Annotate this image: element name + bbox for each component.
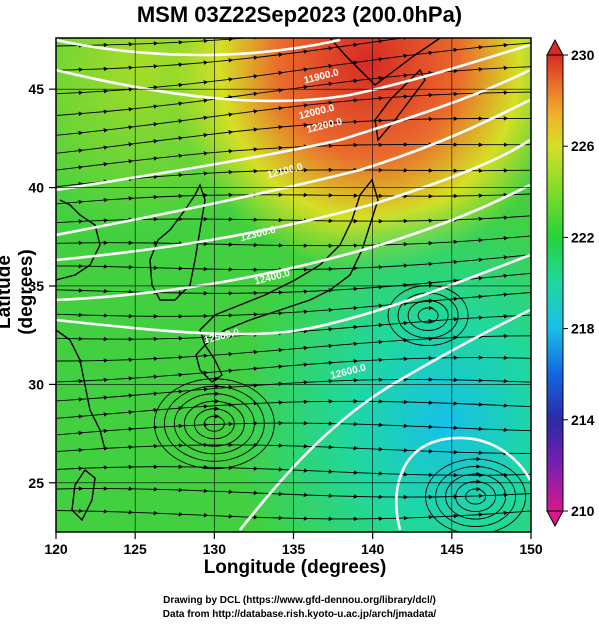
colorbar-bar — [546, 54, 564, 512]
korea-coast — [149, 183, 206, 301]
china-coast — [56, 199, 106, 451]
coastlines — [56, 38, 441, 522]
contour-12400 — [56, 183, 531, 302]
colorbar-tick-label: 222 — [571, 229, 595, 245]
map-field: 11900.012000.012100.012200.012300.012400… — [56, 38, 531, 532]
japan-hokkaido-coast — [374, 68, 426, 142]
y-tick-label: 40 — [28, 180, 44, 196]
kyushu-coast — [195, 343, 223, 383]
x-tick-label: 135 — [282, 541, 306, 557]
colorbar-ticks: 230 226 222 218 214 210 — [563, 47, 595, 519]
x-tick-label: 145 — [440, 541, 464, 557]
x-tick-label: 140 — [361, 541, 385, 557]
x-tick-label: 125 — [123, 541, 147, 557]
grid-lines — [56, 38, 531, 532]
contour-12300 — [56, 138, 531, 262]
contour-12200 — [56, 98, 531, 237]
colorbar: 230 226 222 218 214 210 — [546, 38, 595, 528]
japan-honshu-coast — [199, 178, 379, 347]
credit-line-1: Drawing by DCL (https://www.gfd-dennou.o… — [163, 595, 436, 606]
contour-12600-south — [395, 436, 531, 531]
colorbar-tick-label: 214 — [571, 412, 595, 428]
contour-12600 — [238, 308, 531, 531]
x-tick-label: 130 — [203, 541, 227, 557]
russia-coast — [329, 38, 441, 86]
contour-11900 — [56, 38, 341, 57]
x-tick-label: 120 — [44, 541, 68, 557]
colorbar-tick-label: 218 — [571, 321, 595, 337]
contour-12000 — [56, 43, 531, 103]
x-axis-ticks: 120 125 130 135 140 145 150 — [44, 532, 543, 557]
colorbar-tick-label: 230 — [571, 47, 595, 63]
y-tick-label: 30 — [28, 376, 44, 392]
colorbar-tick-label: 226 — [571, 138, 595, 154]
x-axis-label: Longitude (degrees) — [203, 557, 387, 578]
y-tick-label: 45 — [28, 81, 44, 97]
colorbar-bottom-arrow — [546, 510, 564, 528]
credit-line-2: Data from http://database.rish.kyoto-u.a… — [162, 609, 437, 620]
y-tick-label: 25 — [28, 475, 44, 491]
colorbar-tick-label: 210 — [571, 503, 595, 519]
contour-12100 — [56, 68, 531, 192]
y-axis-ticks: 25 30 35 40 45 — [28, 81, 56, 491]
page-title: MSM 03Z22Sep2023 (200.0hPa) — [136, 2, 463, 27]
colorbar-top-arrow — [546, 38, 564, 56]
taiwan-coast — [71, 468, 96, 522]
y-tick-label: 35 — [28, 278, 44, 294]
x-tick-label: 150 — [519, 541, 543, 557]
